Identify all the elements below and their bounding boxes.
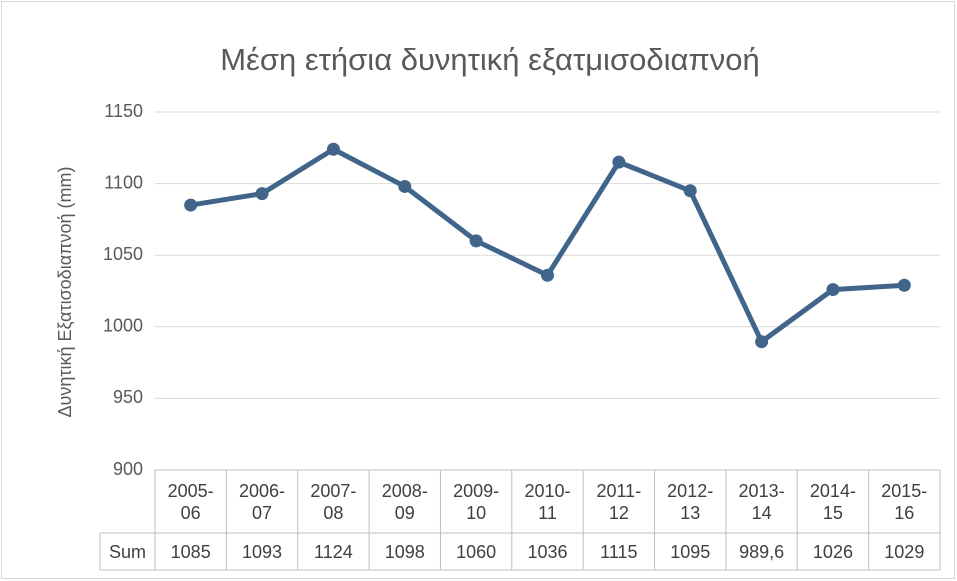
data-label-text: 1026: [812, 541, 853, 562]
data-label-text: 1098: [384, 541, 425, 562]
x-tick-label-text: 2014-15: [809, 480, 856, 523]
x-tick-label-text: 2008-09: [381, 480, 428, 523]
legend-entry-text: Sum: [108, 541, 146, 562]
x-tick-label-text: 2007-08: [310, 480, 357, 523]
point: [897, 278, 911, 292]
point: [612, 155, 626, 169]
y-tick-label: 1050: [103, 244, 143, 264]
data-label: 1124: [298, 533, 369, 570]
x-tick-label: 2013-14: [726, 470, 797, 533]
data-label: 989,6: [726, 533, 797, 570]
point: [184, 198, 198, 212]
data-label-text: 1036: [527, 541, 568, 562]
data-label: 1098: [369, 533, 440, 570]
x-tick-label: 2011-12: [583, 470, 654, 533]
y-tick-label: 1100: [104, 172, 143, 192]
data-label-text: 1093: [242, 541, 283, 562]
x-tick-label-text: 2006-07: [239, 480, 286, 523]
point: [398, 179, 412, 193]
chart-title: Μέση ετήσια δυνητική εξατμισοδιαπνοή: [220, 42, 760, 77]
data-label-text: 1115: [600, 541, 638, 562]
x-tick-label-text: 2013-14: [738, 480, 785, 523]
y-tick-label: 1150: [104, 101, 143, 121]
x-tick-label: 2009-10: [440, 470, 511, 533]
data-label-text: 1060: [456, 541, 497, 562]
point: [541, 268, 554, 282]
data-label-text: 1085: [170, 541, 211, 562]
x-tick-label-text: 2012-13: [667, 480, 714, 523]
y-axis-label: Δυνητική Εξατισοδιαπνοή (mm): [55, 166, 75, 417]
data-label: 1029: [869, 533, 940, 570]
x-tick-label: 2012-13: [655, 470, 726, 533]
x-tick-label: 2005-06: [155, 470, 226, 533]
x-tick-label: 2008-09: [369, 470, 440, 533]
point: [826, 283, 840, 297]
data-label: 1060: [440, 533, 511, 570]
x-tick-label-text: 2011-12: [596, 480, 642, 523]
data-label-text: 989,6: [739, 541, 785, 562]
x-tick-label: 2006-07: [226, 470, 297, 533]
x-tick-label: 2007-08: [298, 470, 369, 533]
x-tick-label-text: 2015-16: [881, 480, 928, 523]
point: [683, 184, 697, 198]
data-label: 1095: [655, 533, 726, 570]
x-tick-label: 2014-15: [797, 470, 868, 533]
x-tick-label: 2010-11: [512, 470, 583, 533]
data-label: 1085: [155, 533, 226, 570]
y-tick-label: 950: [113, 387, 143, 407]
data-label: 1026: [797, 533, 868, 570]
x-tick-label-text: 2009-10: [453, 480, 500, 523]
x-tick-label-text: 2005-06: [167, 480, 214, 523]
data-label: 1036: [512, 533, 583, 570]
y-tick-label: 1000: [103, 316, 143, 336]
data-label-text: 1095: [670, 541, 711, 562]
legend-entry: Sum: [100, 533, 155, 570]
data-label-text: 1124: [314, 541, 353, 562]
x-tick-label-text: 2010-11: [524, 480, 571, 523]
point: [469, 234, 483, 248]
point: [755, 335, 769, 349]
x-tick-label: 2015-16: [869, 470, 940, 533]
point: [255, 187, 269, 201]
y-tick-label: 900: [113, 459, 143, 479]
data-label: 1093: [226, 533, 297, 570]
data-label-text: 1029: [884, 541, 925, 562]
point: [326, 142, 340, 156]
data-label: 1115: [583, 533, 654, 570]
